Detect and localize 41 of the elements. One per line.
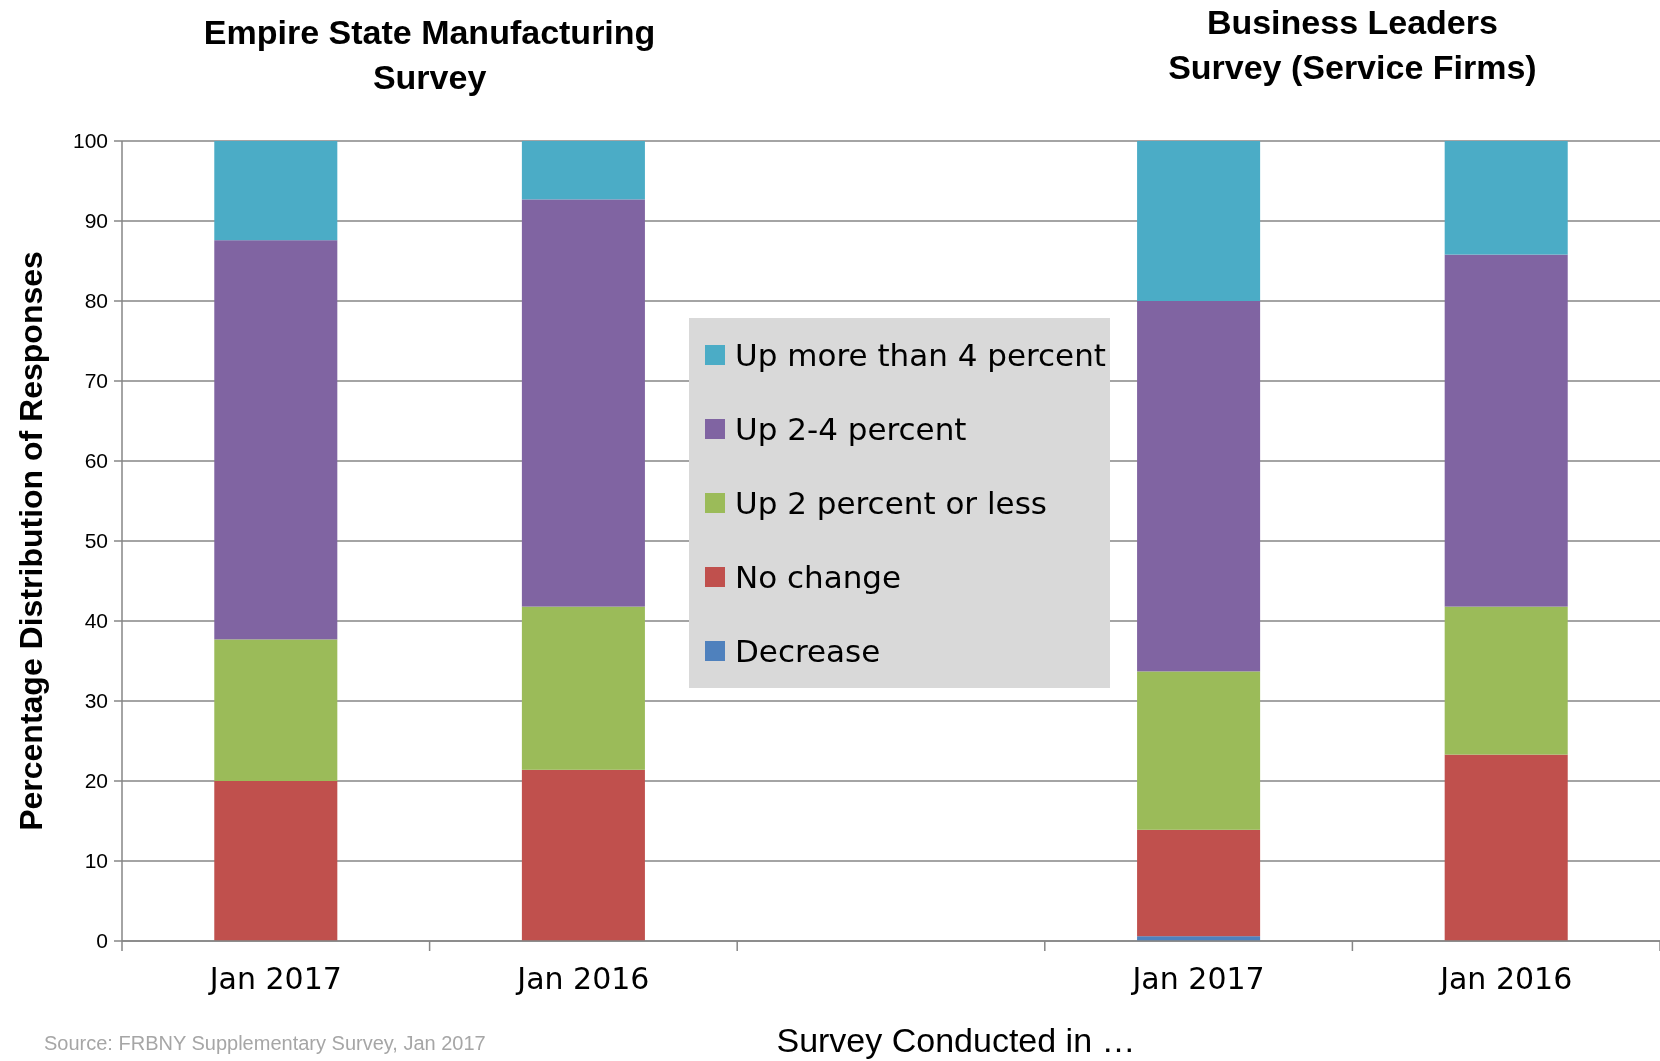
bar <box>1444 254 1568 607</box>
y-tick-label: 50 <box>84 529 108 553</box>
bar <box>521 606 645 770</box>
bar <box>521 199 645 607</box>
source-note: Source: FRBNY Supplementary Survey, Jan 2017 <box>44 1032 486 1054</box>
bar <box>1444 754 1568 941</box>
y-tick-label: 70 <box>84 369 108 393</box>
x-tick-label: Jan 2016 <box>1438 961 1573 996</box>
text: Empire State Manufacturing Survey <box>203 13 656 96</box>
legend-label: Up 2-4 percent <box>735 410 967 447</box>
bar <box>1137 141 1261 301</box>
legend-label: Up more than 4 percent <box>735 336 1106 373</box>
bar <box>214 781 338 941</box>
x-tick-label: Jan 2017 <box>207 961 342 996</box>
y-tick-label: 20 <box>84 769 108 793</box>
bar <box>214 141 338 241</box>
legend-label: No change <box>735 558 902 595</box>
y-tick-label: 30 <box>84 689 108 713</box>
bar <box>521 769 645 941</box>
bar <box>1137 301 1261 672</box>
y-tick-label: 80 <box>84 289 108 313</box>
bar <box>214 240 338 640</box>
y-tick-label: 100 <box>72 129 108 153</box>
y-tick-label: 10 <box>84 849 108 873</box>
bar <box>214 639 338 781</box>
y-tick-label: 40 <box>84 609 108 633</box>
bar <box>1137 671 1261 830</box>
y-tick-label: 90 <box>84 209 108 233</box>
y-tick-label: 0 <box>96 929 108 953</box>
bar <box>1137 829 1261 937</box>
bar <box>1444 141 1568 255</box>
bar <box>521 141 645 200</box>
legend-label: Up 2 percent or less <box>735 484 1047 521</box>
legend-label: Decrease <box>735 632 881 669</box>
bar <box>1444 606 1568 755</box>
x-tick-label: Jan 2017 <box>1130 961 1265 996</box>
text: Business Leaders Survey (Service Firms) <box>1168 3 1537 86</box>
x-tick-label: Jan 2016 <box>515 961 650 996</box>
y-axis-title: Percentage Distribution of Responses <box>13 251 49 831</box>
x-axis-title: Survey Conducted in … <box>776 1021 1136 1059</box>
y-tick-label: 60 <box>84 449 108 473</box>
